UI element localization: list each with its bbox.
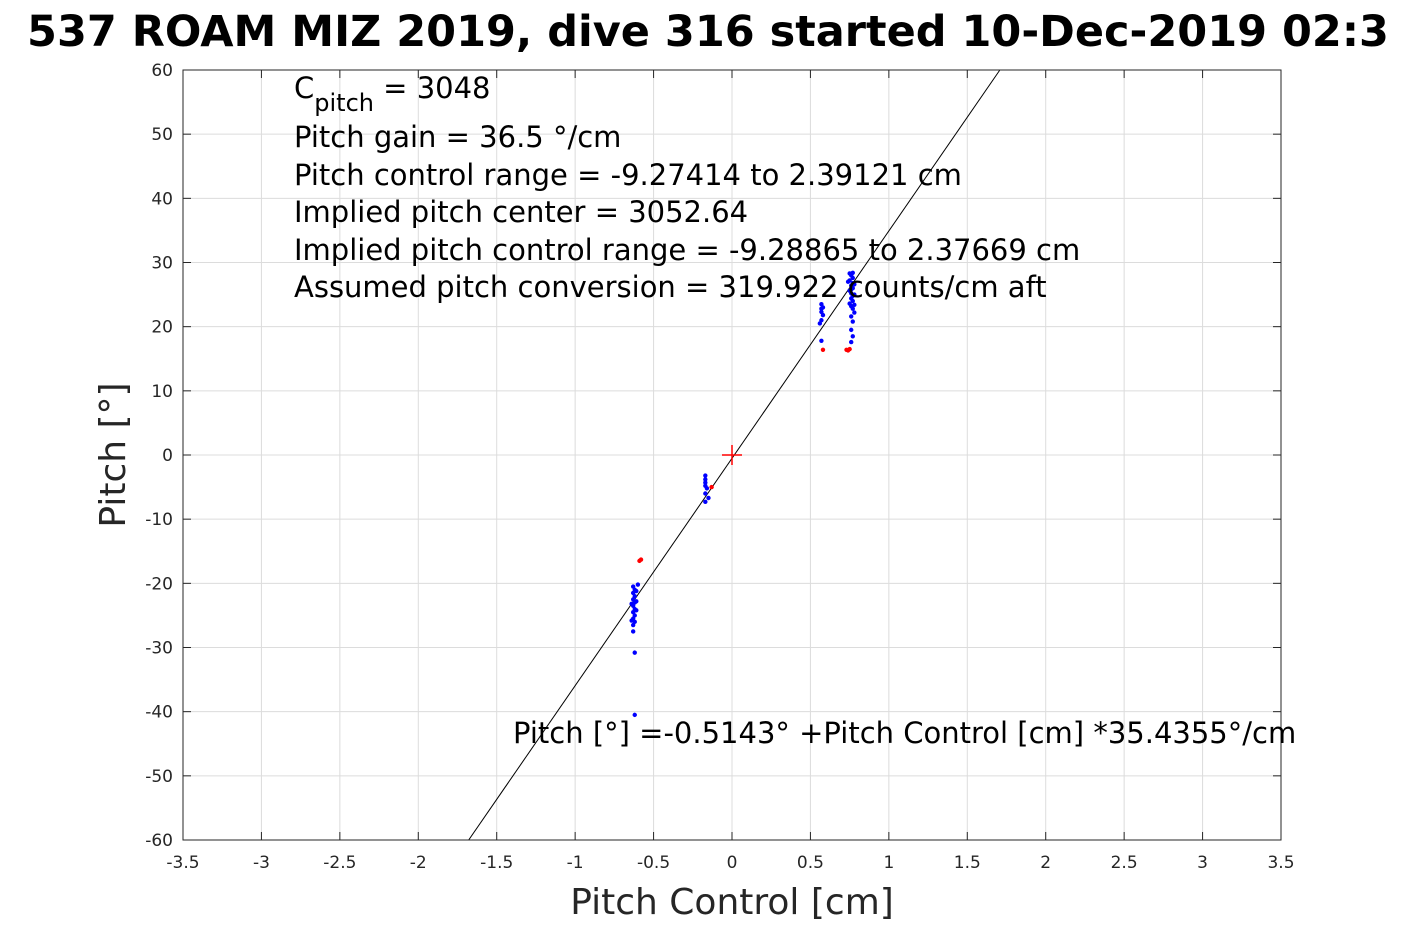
x-tick-label: -0.5 [637,853,670,873]
x-tick-label: -2.5 [323,853,356,873]
pitch-gain-annotation: Pitch gain = 36.5 °/cm [294,120,621,154]
y-tick-label: 40 [151,189,173,209]
blue-data-point [817,321,823,326]
blue-data-point [634,608,639,613]
y-tick-label: 20 [151,318,173,338]
blue-data-point [635,582,641,587]
y-tick-label: -20 [145,574,173,594]
implied-range-annotation: Implied pitch control range = -9.28865 t… [294,233,1080,267]
blue-data-point [850,334,855,339]
grid [182,69,1282,841]
x-tick-label: -2 [410,853,427,873]
red-data-point [709,484,714,490]
x-tick-label: 1.5 [954,853,981,873]
red-data-point [637,558,642,564]
blue-data-point [630,629,636,634]
y-tick-label: 30 [151,254,173,274]
blue-data-point [703,480,708,485]
blue-data-point [704,486,710,491]
blue-data-point [850,306,855,311]
blue-data-point [852,310,857,315]
y-tick-label: 10 [151,382,173,402]
blue-data-point [630,622,636,628]
blue-data-point [634,588,639,594]
cpitch-value: = 3048 [374,71,491,105]
blue-data-point [849,314,854,319]
blue-data-point [850,275,855,281]
y-tick-label: 0 [162,446,173,466]
blue-data-point [703,477,708,482]
data-points [629,270,857,718]
blue-data-point [845,279,851,284]
blue-data-point [852,302,857,308]
y-axis-ticks: -60 -50 -40 -30 -20 -10 0 10 20 30 40 50 60 [145,61,1281,851]
y-tick-label: -30 [145,639,173,659]
center-marker-layer [722,445,742,465]
y-tick-label: -10 [145,510,173,530]
blue-data-point [849,327,854,333]
x-axis-label: Pitch Control [cm] [570,882,894,923]
blue-data-point [629,618,634,623]
blue-data-point [850,298,855,304]
cpitch-annotation: Cpitch = 3048 [294,71,491,117]
cpitch-symbol: C [294,71,314,105]
blue-data-point [819,338,824,343]
x-tick-label: 2 [1040,853,1051,873]
blue-data-point [629,601,634,607]
blue-data-point [634,599,639,604]
blue-data-point [850,319,855,324]
x-tick-label: -1.5 [480,853,513,873]
y-tick-label: 60 [151,61,173,81]
blue-data-point [852,292,857,297]
blue-data-point [849,339,854,345]
blue-data-point [632,712,637,718]
red-data-point [820,347,826,352]
blue-data-point [820,312,826,318]
blue-data-point [849,287,854,292]
x-tick-label: 3.5 [1267,853,1294,873]
cpitch-subscript: pitch [314,89,374,117]
x-tick-label: 2.5 [1111,853,1138,873]
fit-equation-annotation: Pitch [°] =-0.5143° +Pitch Control [cm] … [513,716,1296,750]
x-tick-label: -3 [253,853,270,873]
red-data-point [847,346,852,352]
y-tick-label: 50 [151,125,173,145]
control-range-annotation: Pitch control range = -9.27414 to 2.3912… [294,158,962,192]
plot-area-border [182,69,1282,841]
y-tick-label: -60 [145,831,173,851]
blue-data-point [850,270,855,275]
blue-data-point [706,495,711,501]
y-axis-label: Pitch [°] [93,382,134,527]
conversion-annotation: Assumed pitch conversion = 319.922 count… [294,270,1047,304]
x-tick-label: 1 [883,853,894,873]
x-tick-label: 0 [727,853,738,873]
blue-data-point [703,499,708,505]
blue-data-point [820,305,826,310]
x-tick-label: 3 [1197,853,1208,873]
x-tick-label: -1 [567,853,584,873]
blue-data-point [852,282,857,287]
y-tick-label: -50 [145,767,173,787]
blue-data-point [703,473,708,478]
x-axis-ticks: -3.5 -3 -2.5 -2 -1.5 -1 -0.5 0 0.5 1 1.5 2 2.5 3 3.5 [166,70,1295,873]
x-tick-label: 0.5 [797,853,824,873]
y-tick-label: -40 [145,703,173,723]
chart-title: 537 ROAM MIZ 2019, dive 316 started 10-D… [27,7,1389,57]
blue-data-point [703,491,708,496]
implied-center-annotation: Implied pitch center = 3052.64 [294,195,748,229]
x-tick-label: -3.5 [166,853,199,873]
blue-data-point [632,650,637,655]
